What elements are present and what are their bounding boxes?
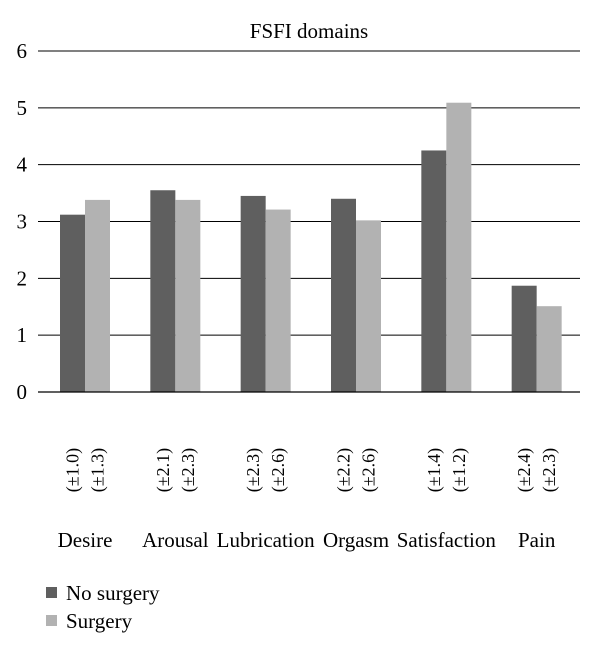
bar-orgasm-no-surgery [331,198,356,392]
legend-label-surgery: Surgery [66,609,133,633]
y-tick-label: 3 [17,210,28,234]
sd-label: (±1.3) [88,448,109,492]
category-label-pain: Pain [518,528,556,552]
chart-title: FSFI domains [250,19,368,43]
bar-pain-no-surgery [511,285,537,392]
gridlines [38,50,580,336]
bar-satisfaction-no-surgery [421,150,447,392]
sd-label: (±2.4) [514,448,535,492]
bar-lubrication-surgery [265,209,291,392]
legend-swatch-surgery [46,615,57,626]
y-tick-label: 4 [17,153,28,177]
sd-label: (±2.6) [268,448,289,492]
sd-label: (±2.1) [153,448,174,492]
y-axis-ticks: 0 1 2 3 4 5 6 [17,39,28,404]
bar-desire-surgery [85,199,110,392]
bars [60,102,562,393]
y-tick-label: 5 [17,96,28,120]
bar-desire-no-surgery [60,214,85,392]
sd-label: (±2.6) [359,448,380,492]
legend: No surgery Surgery [46,581,160,633]
category-label-satisfaction: Satisfaction [397,528,497,552]
bar-orgasm-surgery [356,220,381,392]
y-tick-label: 2 [17,266,28,290]
category-label-lubrication: Lubrication [217,528,315,552]
sd-label: (±1.4) [424,448,445,492]
bar-arousal-surgery [175,199,201,392]
sd-label: (±2.2) [334,448,355,492]
category-labels: Desire Arousal Lubrication Orgasm Satisfacti… [58,528,556,552]
category-label-arousal: Arousal [142,528,209,552]
category-label-orgasm: Orgasm [323,528,389,552]
sd-label: (±2.3) [178,448,199,492]
legend-label-no-surgery: No surgery [66,581,160,605]
sd-label: (±2.3) [243,448,264,492]
bar-lubrication-no-surgery [240,195,266,392]
y-tick-label: 6 [17,39,28,63]
sd-labels: (±1.0) (±1.3) (±2.1) (±2.3) (±2.3) (±2.6) (±2.… [63,448,561,492]
sd-label: (±1.0) [63,448,84,492]
category-label-desire: Desire [58,528,113,552]
legend-swatch-no-surgery [46,587,57,598]
bar-satisfaction-surgery [446,102,472,393]
y-tick-label: 1 [17,323,28,347]
y-tick-label: 0 [17,380,28,404]
sd-label: (±1.2) [449,448,470,492]
sd-label: (±2.3) [539,448,560,492]
bar-pain-surgery [536,306,562,392]
bar-arousal-no-surgery [150,190,176,392]
